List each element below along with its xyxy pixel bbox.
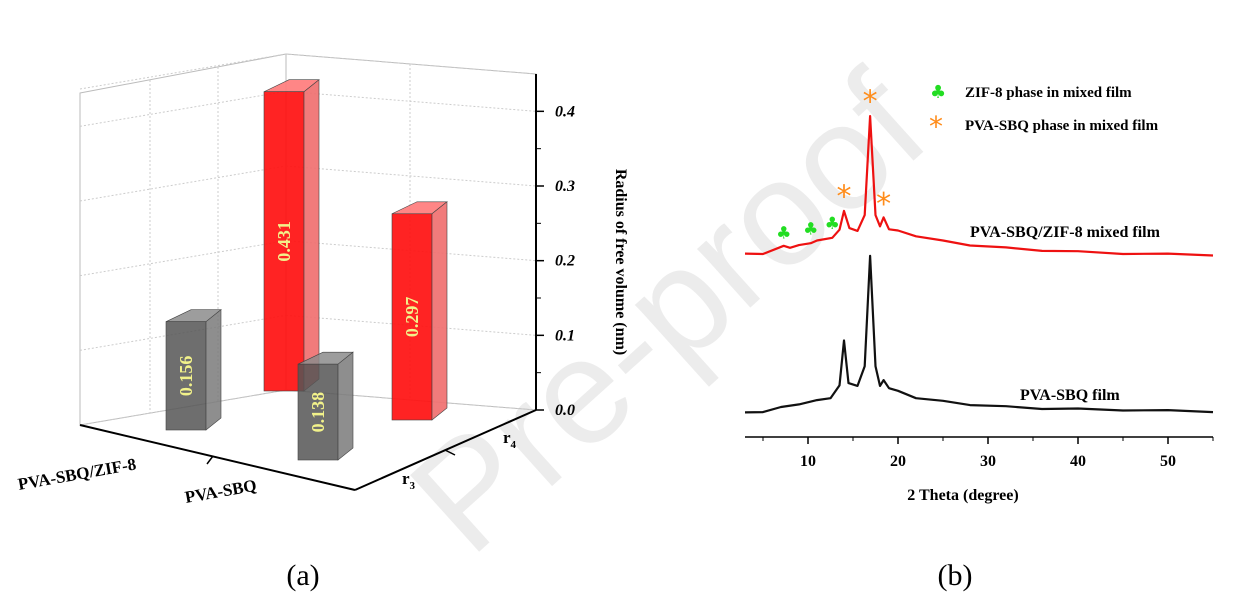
series-label: PVA-SBQ/ZIF-8 mixed film: [970, 224, 1161, 241]
y-category-label: r4: [503, 428, 517, 451]
zif8-peak-marker: ♣: [776, 223, 791, 243]
x-tick-label: 30: [980, 453, 996, 470]
bar-value-label: 0.297: [402, 297, 422, 338]
z-tick-label: 0.1: [555, 327, 575, 344]
x-category-label: PVA-SBQ: [183, 476, 258, 507]
bar-side-face: [431, 201, 448, 421]
x-tick-label: 10: [800, 453, 816, 470]
grid-line: [79, 165, 287, 202]
y-category-sub: 3: [410, 480, 416, 492]
y-category-main: r: [402, 469, 410, 488]
grid-line: [79, 240, 287, 277]
legend-symbol-zif8: ♣: [930, 82, 946, 103]
panel-a-caption: (a): [286, 559, 319, 592]
bar-front-face: [391, 213, 433, 421]
legend-symbol-pvasbq: *: [929, 110, 943, 143]
bar-value-label: 0.156: [176, 356, 196, 397]
peak-markers: ♣ ♣ ♣***: [776, 85, 891, 244]
bar-front-face: [165, 321, 207, 431]
bar-value-label: 0.431: [274, 221, 294, 262]
panel-b-line-chart: 10 20 30 40 50 2 Theta (degree) ♣ ♣ ♣*** PVA-S…: [744, 82, 1214, 504]
y-tick: [444, 449, 456, 456]
panel-a-bar-chart: 0.431 0.297 0.156 0.138 0.0 0.1 0.2 0.3 0.4 PVA…: [16, 53, 629, 507]
pvasbq-peak-marker: *: [863, 85, 878, 120]
z-axis-label: Radius of free volume (nm): [612, 169, 629, 355]
bar: 0.297: [391, 201, 448, 421]
z-tick-label: 0.2: [555, 253, 575, 270]
y-category-main: r: [503, 428, 511, 447]
pvasbq-peak-marker: *: [837, 179, 852, 214]
legend-label: PVA-SBQ phase in mixed film: [965, 118, 1159, 134]
grid-line: [285, 165, 537, 187]
grid-line: [285, 90, 537, 112]
panel-b-caption: (b): [938, 559, 973, 592]
x-axis-label: 2 Theta (degree): [907, 487, 1018, 504]
grid-line: [79, 53, 287, 90]
bar-value-label: 0.138: [308, 392, 328, 433]
x-tick-label: 40: [1070, 453, 1086, 470]
x-tick-label: 20: [890, 453, 906, 470]
zif8-peak-marker: ♣: [803, 220, 818, 240]
bar: 0.138: [297, 351, 354, 461]
bar-side-face: [337, 351, 354, 461]
x-tick-label: 50: [1160, 453, 1176, 470]
series: [744, 114, 1214, 414]
y-category-label: r3: [402, 469, 416, 492]
grid-line: [285, 53, 537, 75]
bar-front-face: [297, 363, 339, 461]
z-ticks: 0.0 0.1 0.2 0.3 0.4: [536, 103, 575, 419]
bar-front-face: [263, 91, 305, 392]
legend: ♣ ZIF-8 phase in mixed film * PVA-SBQ ph…: [929, 82, 1159, 143]
x-category-label: PVA-SBQ/ZIF-8: [16, 454, 137, 493]
z-tick-label: 0.4: [555, 103, 575, 120]
bar: 0.156: [165, 309, 222, 431]
bars: 0.431 0.297 0.156 0.138: [165, 79, 448, 461]
y-category-sub: 4: [511, 439, 517, 451]
pvasbq-peak-marker: *: [876, 187, 891, 222]
zif8-peak-marker: ♣: [825, 214, 840, 234]
x-tick: [206, 455, 214, 465]
bar-side-face: [205, 309, 222, 431]
bar: 0.431: [263, 79, 320, 392]
series-label: PVA-SBQ film: [1020, 387, 1120, 404]
x-axis: [79, 424, 356, 491]
x-ticks: 10 20 30 40 50: [762, 437, 1214, 470]
grid-line: [79, 90, 287, 127]
legend-label: ZIF-8 phase in mixed film: [965, 85, 1132, 101]
z-tick-label: 0.3: [555, 178, 575, 195]
bar-side-face: [303, 79, 320, 392]
z-tick-label: 0.0: [555, 402, 575, 419]
series-line: [744, 114, 1214, 257]
series-line: [744, 254, 1214, 414]
axes: [79, 74, 537, 491]
